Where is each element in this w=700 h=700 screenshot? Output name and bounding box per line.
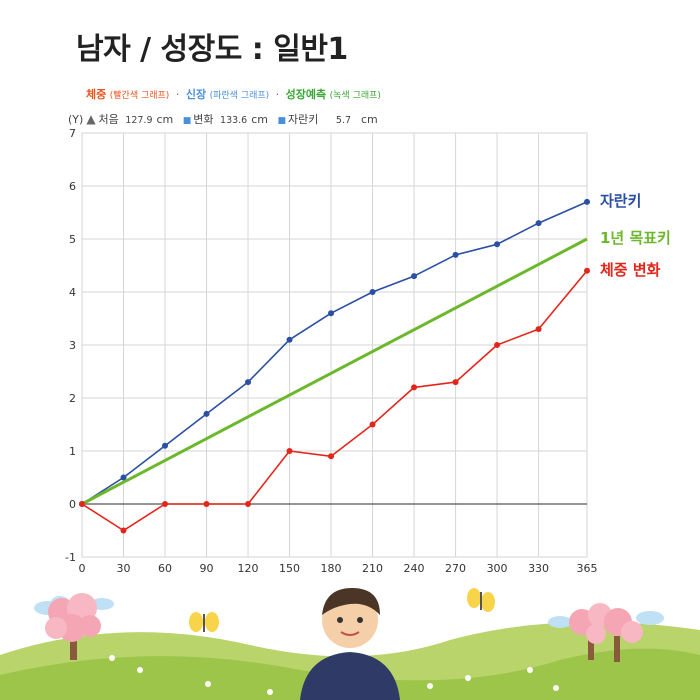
cherry-tree-icon [569, 603, 643, 662]
data-point [494, 342, 501, 348]
data-point [369, 421, 376, 428]
flower-icon [109, 655, 559, 695]
y-tick-label: 5 [69, 233, 76, 246]
legend-growth-note: (녹색 그래프) [329, 91, 381, 101]
data-point [162, 442, 169, 449]
legend-growth-label: 성장예측 [285, 88, 327, 101]
x-tick-label: 90 [200, 562, 214, 575]
y-tick-label: -1 [65, 551, 76, 564]
legend-separator: · [175, 88, 180, 101]
page-title: 남자 / 성장도 : 일반1 [76, 32, 348, 67]
legend-description: 체중 (빨간색 그래프) · 신장 (파란색 그래프) · 성장예측 (녹색 그… [86, 86, 381, 102]
data-point [120, 527, 127, 534]
data-point [328, 310, 335, 317]
data-point [245, 501, 252, 507]
boy-illustration [300, 588, 400, 700]
cherry-tree-icon [45, 593, 101, 660]
x-tick-label: 60 [158, 562, 172, 575]
x-tick-label: 120 [238, 562, 259, 575]
y-axis-label: (Y) [68, 113, 84, 126]
legend-weight-note: (빨간색 그래프) [109, 91, 170, 101]
start-label: 처음 [98, 113, 119, 126]
legend-weight-label: 체중 [86, 88, 107, 101]
start-value: 127.9 [125, 115, 153, 126]
info-line: (Y) ▲ 처음 127.9 cm ■ 변화 133.6 cm ■ 자란키 5.7 cm [68, 111, 378, 127]
data-point [535, 326, 542, 333]
change-value: 133.6 [220, 115, 248, 126]
data-point [452, 251, 459, 258]
grown-unit: cm [361, 113, 378, 126]
data-point [369, 289, 376, 295]
change-label: 변화 [193, 113, 214, 126]
data-point [286, 336, 293, 343]
start-unit: cm [156, 113, 174, 126]
y-tick-label: 6 [69, 180, 76, 193]
x-tick-label: 150 [279, 562, 300, 575]
cloud-icon [548, 611, 664, 628]
series-legend-label: 체중 변화 [600, 261, 661, 279]
y-tick-label: 7 [69, 127, 76, 140]
data-point [328, 453, 335, 460]
grown-value: 5.7 [335, 115, 351, 126]
data-point [203, 501, 210, 507]
x-tick-label: 180 [321, 562, 342, 575]
data-point [203, 410, 210, 417]
series-line [81, 270, 588, 532]
data-point [494, 241, 501, 248]
growth-chart: 0 30 60 90 120 150 180 210 240 270 300 330 365-10123… [65, 127, 671, 575]
data-point [162, 501, 169, 507]
x-tick-label: 210 [362, 562, 383, 575]
series-legend-label: 자란키 [600, 192, 641, 210]
hill-front [0, 648, 700, 700]
x-tick-label: 30 [117, 562, 131, 575]
data-point [286, 448, 293, 454]
data-point [245, 379, 252, 386]
data-point [120, 474, 127, 481]
x-tick-label: 330 [528, 562, 549, 575]
legend-height-label: 신장 [185, 88, 207, 101]
change-unit: cm [251, 113, 268, 126]
square-bullet-icon: ■ [182, 116, 192, 126]
y-tick-label: 2 [69, 392, 76, 405]
butterfly-icon [467, 588, 495, 612]
data-point [584, 267, 590, 274]
series-legend-label: 1년 목표키 [600, 229, 671, 247]
y-tick-label: 3 [69, 339, 76, 352]
series-line [81, 237, 588, 506]
y-tick-label: 1 [69, 445, 76, 458]
data-point [411, 273, 418, 280]
legend-separator: · [275, 88, 280, 101]
square-bullet-icon: ■ [277, 116, 287, 126]
y-tick-label: 0 [69, 498, 76, 511]
butterfly-icon [189, 612, 219, 632]
series-line [81, 201, 588, 505]
data-point [411, 384, 418, 391]
y-tick-label: 4 [69, 286, 76, 299]
x-tick-label: 0 [79, 562, 86, 575]
x-tick-label: 365 [577, 562, 598, 575]
decorative-scene [0, 588, 700, 700]
arrow-up-icon: ▲ [86, 112, 96, 126]
x-tick-label: 240 [404, 562, 425, 575]
data-point [79, 501, 85, 507]
data-point [452, 379, 459, 386]
data-point [584, 198, 590, 205]
legend-height-note: (파란색 그래프) [209, 91, 270, 101]
data-point [535, 220, 542, 227]
x-tick-label: 270 [445, 562, 466, 575]
grown-label: 자란키 [288, 113, 319, 126]
x-tick-label: 300 [487, 562, 508, 575]
